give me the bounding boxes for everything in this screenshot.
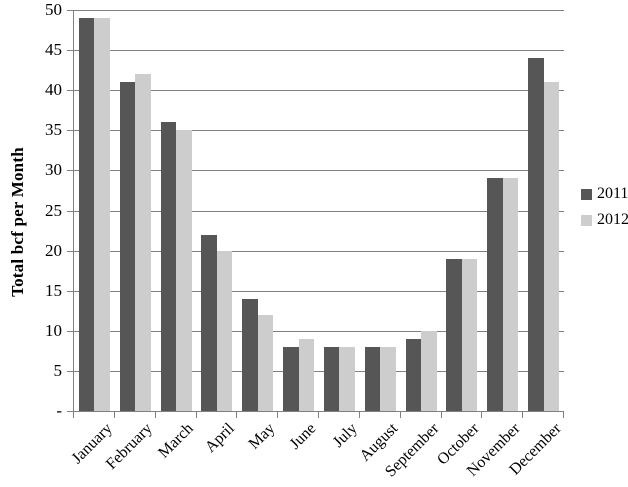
x-tick-mark xyxy=(358,412,360,418)
bar-2011-august xyxy=(364,346,381,411)
x-tick-label: June xyxy=(286,420,320,453)
bar-2012-may xyxy=(257,314,274,411)
legend-swatch-2012 xyxy=(581,214,592,226)
y-tick-label: 30 xyxy=(45,160,62,180)
x-tick-label: July xyxy=(329,420,361,451)
x-tick-mark xyxy=(277,412,279,418)
gridline xyxy=(74,10,564,11)
x-tick-mark xyxy=(113,412,115,418)
plot-area xyxy=(73,10,564,412)
bar-2011-june xyxy=(283,346,299,411)
legend-swatch-2011 xyxy=(581,188,592,200)
y-tick-label: 45 xyxy=(45,40,62,60)
y-tick-label: 40 xyxy=(45,80,62,100)
gridline xyxy=(74,370,564,372)
bar-2012-april xyxy=(216,250,233,411)
x-tick-mark xyxy=(399,412,401,418)
bar-2011-september xyxy=(405,338,422,411)
bar-2011-may xyxy=(242,298,258,411)
legend-item-2011: 2011 xyxy=(581,186,628,202)
gridline xyxy=(74,210,564,212)
gridline xyxy=(74,330,564,332)
y-tick-mark xyxy=(67,50,78,52)
y-tick-mark xyxy=(67,330,78,332)
bar-2012-august xyxy=(380,346,396,411)
y-tick-mark xyxy=(67,411,78,412)
legend-item-2012: 2012 xyxy=(581,212,628,228)
bar-2012-january xyxy=(94,18,110,411)
bar-2012-june xyxy=(298,338,315,411)
x-tick-mark xyxy=(522,412,524,418)
gridline xyxy=(74,130,564,132)
x-tick-label: March xyxy=(155,420,198,462)
bar-2012-october xyxy=(461,258,478,411)
x-tick-mark xyxy=(73,412,74,418)
y-tick-mark xyxy=(67,10,78,11)
y-tick-mark xyxy=(67,170,78,172)
y-tick-label: 25 xyxy=(45,200,62,220)
bar-2012-july xyxy=(339,346,355,411)
legend-label: 2011 xyxy=(597,185,628,202)
bar-2011-july xyxy=(323,346,340,411)
bar-2012-march xyxy=(176,130,192,411)
bar-2011-april xyxy=(201,234,217,411)
legend: 2011 2012 xyxy=(581,186,628,228)
y-tick-label: 15 xyxy=(45,280,62,300)
legend-label: 2012 xyxy=(597,211,628,228)
x-tick-mark xyxy=(195,412,197,418)
y-tick-mark xyxy=(67,370,78,372)
x-tick-mark xyxy=(236,412,238,418)
y-tick-label: 35 xyxy=(45,120,62,140)
gridline xyxy=(74,90,564,92)
y-tick-label: - xyxy=(56,401,62,420)
x-tick-mark xyxy=(440,412,442,418)
bar-2011-march xyxy=(160,122,177,411)
bar-2012-february xyxy=(135,74,151,411)
bar-2011-october xyxy=(446,258,462,411)
gridline xyxy=(74,170,564,172)
gridline xyxy=(74,290,564,292)
bar-2011-february xyxy=(119,82,136,411)
y-tick-mark xyxy=(67,250,78,252)
y-tick-label: 5 xyxy=(53,360,63,380)
y-tick-label: 20 xyxy=(45,240,62,260)
x-tick-mark xyxy=(318,412,319,418)
y-tick-mark xyxy=(67,290,78,292)
y-tick-mark xyxy=(67,130,78,132)
gridline xyxy=(74,50,564,52)
x-tick-label: May xyxy=(246,420,279,453)
y-tick-mark xyxy=(67,90,78,92)
bar-2012-november xyxy=(502,178,519,411)
bar-2012-december xyxy=(543,82,560,411)
x-tick-mark xyxy=(481,412,483,418)
bar-2011-january xyxy=(78,18,95,411)
x-tick-mark xyxy=(563,412,564,418)
bar-2012-september xyxy=(421,330,437,411)
x-tick-mark xyxy=(154,412,156,418)
y-tick-label: 50 xyxy=(45,0,62,19)
bar-2011-december xyxy=(528,58,544,411)
y-tick-label: 10 xyxy=(45,320,62,340)
y-tick-mark xyxy=(67,210,78,212)
x-tick-label: April xyxy=(202,420,238,456)
gridline xyxy=(74,250,564,252)
bar-2011-november xyxy=(487,178,503,411)
